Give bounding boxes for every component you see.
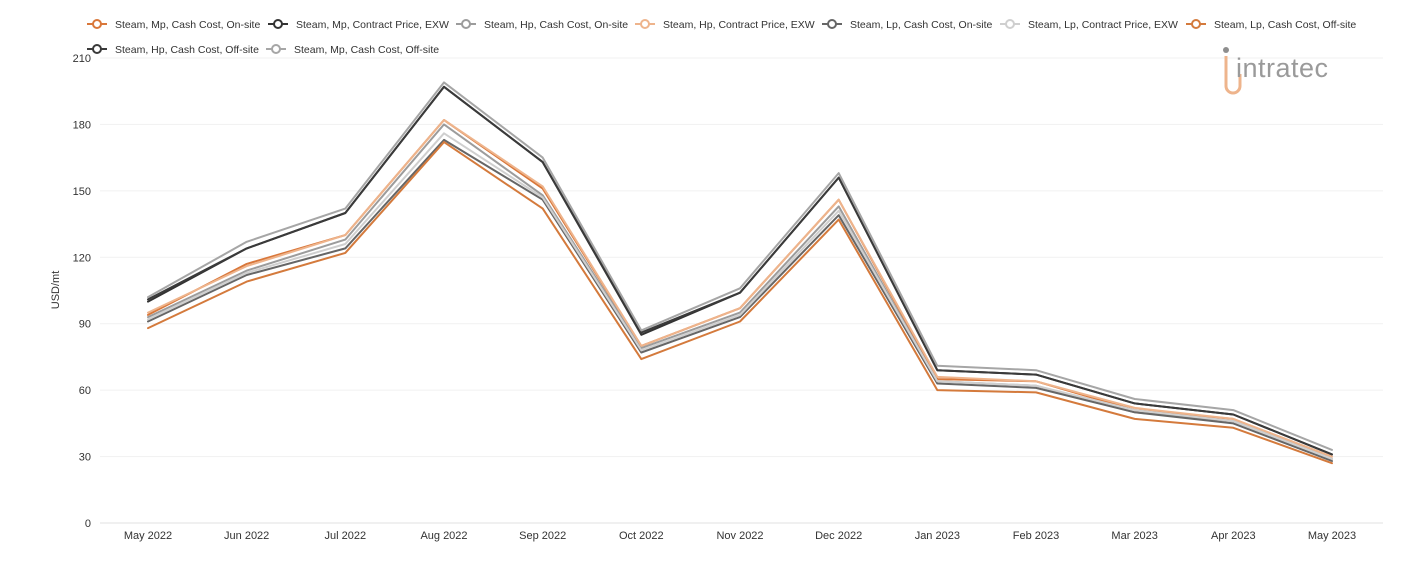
legend-item[interactable]: Steam, Lp, Cash Cost, Off-site: [1186, 19, 1356, 31]
y-axis-title: USD/mt: [50, 271, 62, 310]
x-tick-label: Feb 2023: [1013, 530, 1059, 542]
legend-marker: [271, 44, 281, 54]
legend-item[interactable]: Steam, Mp, Cash Cost, On-site: [87, 19, 260, 31]
x-tick-label: Apr 2023: [1211, 530, 1256, 542]
y-axis: 0 30 60 90 120 150 180 210: [73, 53, 91, 530]
x-tick-label: Oct 2022: [619, 530, 664, 542]
y-tick-label: 150: [73, 186, 91, 198]
y-tick-label: 120: [73, 252, 91, 264]
x-tick-label: May 2022: [124, 530, 172, 542]
series-line: [147, 119, 1333, 460]
legend-label: Steam, Mp, Contract Price, EXW: [296, 19, 449, 31]
legend-label: Steam, Lp, Cash Cost, Off-site: [1214, 19, 1356, 31]
legend-marker: [461, 19, 471, 29]
legend-marker: [827, 19, 837, 29]
series-line: [147, 132, 1333, 460]
x-tick-label: Jan 2023: [915, 530, 960, 542]
legend-label: Steam, Lp, Cash Cost, On-site: [850, 19, 993, 31]
legend-item[interactable]: Steam, Lp, Contract Price, EXW: [1000, 19, 1178, 31]
legend: Steam, Mp, Cash Cost, On-site Steam, Mp, …: [87, 19, 1356, 56]
legend-marker: [1191, 19, 1201, 29]
series-line: [147, 81, 1333, 451]
series-line: [147, 138, 1333, 462]
x-tick-label: Jun 2022: [224, 530, 269, 542]
x-tick-label: May 2023: [1308, 530, 1356, 542]
legend-marker: [92, 44, 102, 54]
y-tick-label: 210: [73, 53, 91, 65]
x-axis: May 2022 Jun 2022 Jul 2022 Aug 2022 Sep 2022…: [124, 530, 1356, 542]
legend-label: Steam, Mp, Cash Cost, Off-site: [294, 44, 439, 56]
legend-label: Steam, Hp, Contract Price, EXW: [663, 19, 815, 31]
series-line: [147, 85, 1333, 456]
x-tick-label: Mar 2023: [1111, 530, 1157, 542]
y-tick-label: 30: [79, 452, 91, 464]
legend-label: Steam, Hp, Cash Cost, On-site: [484, 19, 628, 31]
series-line: [147, 141, 1333, 465]
x-tick-label: Nov 2022: [716, 530, 763, 542]
series-group: [147, 81, 1333, 465]
legend-item[interactable]: Steam, Hp, Cash Cost, Off-site: [87, 44, 259, 56]
legend-item[interactable]: Steam, Lp, Cash Cost, On-site: [822, 19, 993, 31]
series-line: [147, 119, 1333, 458]
x-tick-label: Jul 2022: [325, 530, 367, 542]
legend-label: Steam, Hp, Cash Cost, Off-site: [115, 44, 259, 56]
x-tick-label: Dec 2022: [815, 530, 862, 542]
x-tick-label: Aug 2022: [420, 530, 467, 542]
legend-label: Steam, Lp, Contract Price, EXW: [1028, 19, 1178, 31]
legend-item[interactable]: Steam, Hp, Cash Cost, On-site: [456, 19, 628, 31]
intratec-logo: intratec: [1223, 47, 1329, 95]
y-tick-label: 0: [85, 518, 91, 530]
legend-item[interactable]: Steam, Mp, Cash Cost, Off-site: [266, 44, 439, 56]
legend-item[interactable]: Steam, Hp, Contract Price, EXW: [635, 19, 815, 31]
y-tick-label: 90: [79, 319, 91, 331]
legend-marker: [640, 19, 650, 29]
logo-text: intratec: [1236, 53, 1329, 83]
legend-marker: [92, 19, 102, 29]
series-line: [147, 85, 1333, 456]
y-tick-label: 180: [73, 119, 91, 131]
legend-label: Steam, Mp, Cash Cost, On-site: [115, 19, 260, 31]
legend-item[interactable]: Steam, Mp, Contract Price, EXW: [268, 19, 449, 31]
legend-marker: [1005, 19, 1015, 29]
y-tick-label: 60: [79, 385, 91, 397]
legend-marker: [273, 19, 283, 29]
x-tick-label: Sep 2022: [519, 530, 566, 542]
